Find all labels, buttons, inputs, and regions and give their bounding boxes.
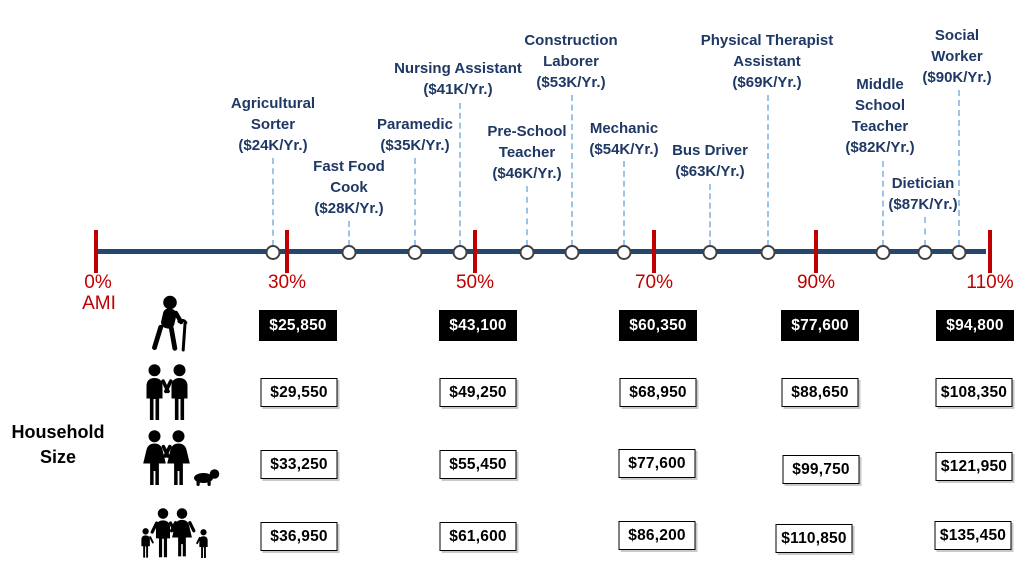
income-box: $121,950 bbox=[935, 452, 1013, 481]
leader-dash-social-worker bbox=[958, 90, 960, 246]
marker-dot-paramedic bbox=[407, 245, 423, 260]
income-box: $36,950 bbox=[260, 522, 338, 551]
marker-dot-dietician bbox=[917, 245, 933, 260]
occupation-label-dietician: Dietician ($87K/Yr.) bbox=[888, 175, 958, 213]
leader-dash-middle-school-teacher bbox=[882, 161, 884, 246]
income-box: $61,600 bbox=[439, 522, 517, 551]
tick-70pct bbox=[652, 230, 656, 273]
marker-dot-agricultural-sorter bbox=[265, 245, 281, 260]
income-box: $29,550 bbox=[260, 378, 338, 407]
income-box: $43,100 bbox=[439, 310, 517, 341]
occupation-label-physical-therapist-assistant: Physical Therapist Assistant ($69K/Yr.) bbox=[700, 32, 834, 91]
leader-dash-construction-laborer bbox=[571, 95, 573, 246]
income-box: $135,450 bbox=[934, 521, 1012, 550]
leader-dash-dietician bbox=[924, 217, 926, 246]
income-box: $110,850 bbox=[775, 524, 853, 553]
tick-50pct bbox=[473, 230, 477, 273]
income-box: $77,600 bbox=[618, 449, 696, 478]
marker-dot-social-worker bbox=[951, 245, 967, 260]
marker-dot-construction-laborer bbox=[564, 245, 580, 260]
two-adults-with-baby-icon bbox=[142, 430, 220, 487]
income-box: $55,450 bbox=[439, 450, 517, 479]
occupation-label-nursing-assistant: Nursing Assistant ($41K/Yr.) bbox=[394, 60, 522, 98]
leader-dash-physical-therapist-assistant bbox=[767, 95, 769, 246]
marker-dot-fast-food-cook bbox=[341, 245, 357, 260]
marker-dot-middle-school-teacher bbox=[875, 245, 891, 260]
occupation-label-mechanic: Mechanic ($54K/Yr.) bbox=[589, 120, 659, 158]
marker-dot-physical-therapist-assistant bbox=[760, 245, 776, 260]
occupation-label-fast-food-cook: Fast Food Cook ($28K/Yr.) bbox=[313, 158, 385, 217]
occupation-label-paramedic: Paramedic ($35K/Yr.) bbox=[377, 116, 453, 154]
two-adults-icon bbox=[142, 364, 192, 421]
tick-label-30pct: 30% bbox=[267, 272, 307, 293]
tick-label-50pct: 50% bbox=[455, 272, 495, 293]
marker-dot-pre-school-teacher bbox=[519, 245, 535, 260]
income-box: $94,800 bbox=[936, 310, 1014, 341]
marker-dot-nursing-assistant bbox=[452, 245, 468, 260]
marker-dot-mechanic bbox=[616, 245, 632, 260]
tick-label-110pct: 110% bbox=[966, 272, 1014, 293]
leader-dash-bus-driver bbox=[709, 184, 711, 246]
tick-90pct bbox=[814, 230, 818, 273]
marker-dot-bus-driver bbox=[702, 245, 718, 260]
income-box: $99,750 bbox=[782, 455, 860, 484]
leader-dash-nursing-assistant bbox=[459, 103, 461, 246]
leader-dash-agricultural-sorter bbox=[272, 158, 274, 246]
tick-30pct bbox=[285, 230, 289, 273]
income-box: $60,350 bbox=[619, 310, 697, 341]
occupation-label-middle-school-teacher: Middle School Teacher ($82K/Yr.) bbox=[845, 76, 915, 156]
occupation-label-bus-driver: Bus Driver ($63K/Yr.) bbox=[672, 142, 748, 180]
occupation-label-social-worker: Social Worker ($90K/Yr.) bbox=[922, 27, 992, 86]
tick-label-90pct: 90% bbox=[796, 272, 836, 293]
leader-dash-paramedic bbox=[414, 158, 416, 246]
senior-with-cane-icon bbox=[146, 295, 194, 353]
income-box: $33,250 bbox=[260, 450, 338, 479]
income-box: $77,600 bbox=[781, 310, 859, 341]
occupation-label-construction-laborer: Construction Laborer ($53K/Yr.) bbox=[524, 32, 618, 91]
tick-label-0pct: 0% bbox=[84, 272, 112, 293]
household-size-label: Household Size bbox=[11, 422, 105, 467]
leader-dash-fast-food-cook bbox=[348, 221, 350, 246]
income-box: $88,650 bbox=[781, 378, 859, 407]
leader-dash-pre-school-teacher bbox=[526, 186, 528, 246]
tick-0pct bbox=[94, 230, 98, 273]
occupation-label-agricultural-sorter: Agricultural Sorter ($24K/Yr.) bbox=[230, 95, 316, 154]
leader-dash-mechanic bbox=[623, 161, 625, 246]
income-box: $86,200 bbox=[618, 521, 696, 550]
tick-110pct bbox=[988, 230, 992, 273]
income-box: $108,350 bbox=[935, 378, 1013, 407]
family-of-four-icon bbox=[139, 508, 211, 558]
income-box: $68,950 bbox=[619, 378, 697, 407]
income-box: $25,850 bbox=[259, 310, 337, 341]
ami-axis-line bbox=[96, 249, 986, 254]
income-box: $49,250 bbox=[439, 378, 517, 407]
axis-ami-label: AMI bbox=[82, 293, 116, 314]
tick-label-70pct: 70% bbox=[634, 272, 674, 293]
occupation-label-pre-school-teacher: Pre-School Teacher ($46K/Yr.) bbox=[487, 123, 567, 182]
